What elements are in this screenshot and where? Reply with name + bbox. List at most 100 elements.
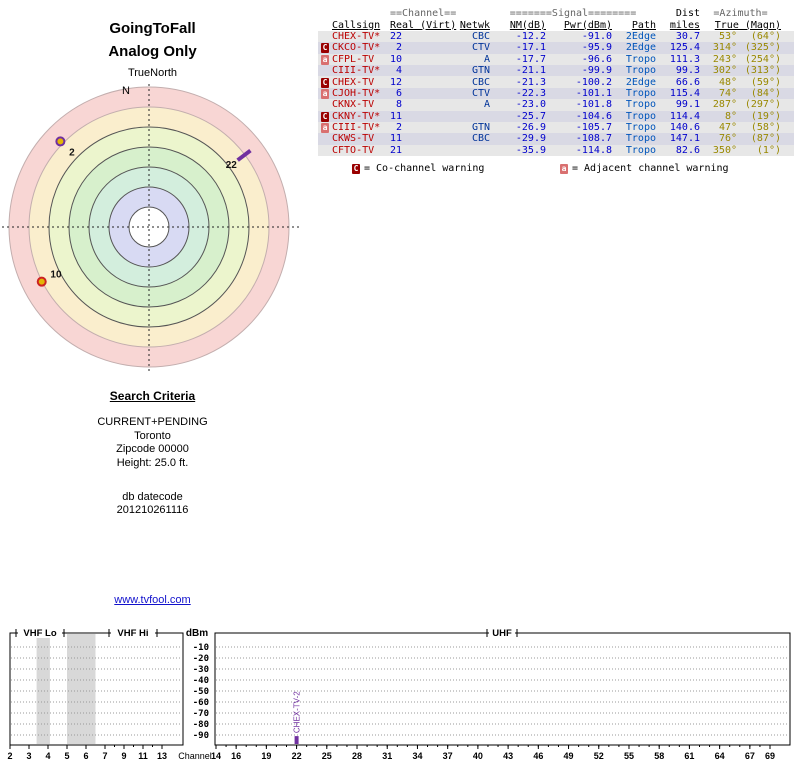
- cell-path: Tropo: [625, 133, 656, 145]
- cell-callsign: CFTO-TV: [332, 144, 375, 156]
- cell-warn: a: [318, 88, 332, 99]
- channel-tick-label: 16: [231, 751, 241, 761]
- cell-real: 2: [395, 122, 402, 134]
- table-group-header-row: ==Channel== =======Signal======== Dist =…: [318, 8, 794, 19]
- cell-true: 53°: [718, 30, 737, 42]
- cell-nm: -25.7: [515, 110, 546, 122]
- cell-true: 8°: [724, 110, 737, 122]
- cell-nm: -17.1: [515, 42, 546, 54]
- cell-path: Tropo: [625, 110, 656, 122]
- cell-real: 21: [390, 144, 403, 156]
- cell-warn: a: [318, 122, 332, 134]
- cell-callsign: CFPL-TV: [332, 53, 375, 65]
- search-criteria: Search Criteria CURRENT+PENDING Toronto …: [40, 389, 265, 517]
- cell-miles: 111.3: [669, 53, 700, 65]
- channel-tick-label: 58: [654, 751, 664, 761]
- table-row: CKNX-TV 8 A -23.0 -101.8 Tropo 99.1 287° (297°): [318, 99, 794, 111]
- search-criteria-line: Toronto: [134, 429, 171, 442]
- cell-netwk: CTV: [471, 42, 490, 54]
- cell-warn: C: [318, 111, 332, 122]
- cell-netwk: A: [483, 53, 490, 65]
- cell-miles: 66.6: [675, 76, 700, 88]
- search-criteria-line: CURRENT+PENDING: [97, 416, 208, 428]
- cell-real: 8: [395, 99, 402, 111]
- table-row: a CFPL-TV 10 A -17.7 -96.6 Tropo 111.3 243° (254°…: [318, 53, 794, 65]
- vhf-panel-border: [9, 632, 184, 746]
- dbm-tick-label: -50: [193, 687, 209, 697]
- table-row: C CHEX-TV 12 CBC -21.3 -100.2 2Edge 66.6 48° (59°…: [318, 76, 794, 88]
- table-body: CHEX-TV* 22 CBC -12.2 -91.0 2Edge 30.7 53° (64°)…: [318, 30, 794, 157]
- cell-netwk: CBC: [471, 76, 490, 88]
- db-datecode-label: db datecode: [122, 491, 183, 503]
- cell-nm: -21.3: [515, 76, 546, 88]
- cell-miles: 125.4: [669, 42, 700, 54]
- channel-tick-label: 40: [473, 751, 483, 761]
- co-channel-warning-icon: C: [321, 43, 329, 54]
- website-link-container: www.tvfool.com: [40, 590, 265, 608]
- shaded-band: [36, 634, 50, 744]
- cell-true: 302°: [712, 65, 737, 77]
- cell-true: 74°: [718, 87, 737, 99]
- cell-miles: 114.4: [669, 110, 700, 122]
- station-marker-uhf: [236, 148, 252, 162]
- cell-pwr: -101.8: [575, 99, 612, 111]
- cell-magn: (64°): [750, 30, 781, 42]
- channel-tick-label: 61: [684, 751, 694, 761]
- cell-nm: -12.2: [515, 30, 546, 42]
- channel-tick-label: 43: [503, 751, 513, 761]
- channel-tick-label: 9: [121, 751, 126, 761]
- co-channel-legend: C = Co-channel warning: [352, 163, 484, 174]
- table-row: CIII-TV* 4 GTN -21.1 -99.9 Tropo 99.3 302° (313°…: [318, 64, 794, 77]
- cell-nm: -26.9: [515, 122, 546, 134]
- cell-netwk: GTN: [471, 122, 490, 134]
- channel-tick-label: 4: [45, 751, 50, 761]
- true-north-label: TrueNorth: [127, 67, 178, 79]
- callsign-header: Callsign: [332, 19, 381, 31]
- vhf-lo-band-label: VHF Lo: [23, 628, 56, 639]
- cell-callsign: CHEX-TV*: [332, 30, 381, 42]
- cell-pwr: -101.1: [575, 87, 612, 99]
- channel-tick-label: 69: [765, 751, 775, 761]
- adjacent-channel-warning-icon: a: [321, 54, 329, 65]
- station-marker-label: 22: [226, 160, 238, 171]
- cell-miles: 30.7: [675, 30, 700, 42]
- cell-netwk: A: [483, 99, 490, 111]
- cell-pwr: -108.7: [575, 133, 612, 145]
- nm-header: NM(dB): [509, 19, 546, 31]
- cell-magn: (254°): [744, 53, 781, 65]
- warning-legend: C = Co-channel warning a = Adjacent chan…: [318, 163, 794, 177]
- azimuth-group-header: =Azimuth=: [713, 8, 768, 20]
- cell-magn: (58°): [750, 122, 781, 134]
- netwk-header: Netwk: [459, 19, 490, 31]
- table-row: C CKNY-TV* 11 -25.7 -104.6 Tropo 114.4 8° (19°): [318, 110, 794, 122]
- cell-warn: C: [318, 77, 332, 88]
- channel-axis-label: Channel: [178, 751, 212, 761]
- cell-pwr: -99.9: [581, 65, 612, 77]
- dbm-tick-label: -20: [193, 654, 209, 664]
- cell-pwr: -95.9: [581, 42, 612, 54]
- dbm-axis-label: dBm: [186, 628, 208, 639]
- db-datecode-value: 201210261116: [116, 504, 189, 516]
- cell-netwk: CTV: [471, 87, 490, 99]
- adjacent-channel-legend-text: = Adjacent channel warning: [572, 163, 729, 174]
- tvfool-link[interactable]: www.tvfool.com: [114, 594, 191, 606]
- adjacent-channel-warning-icon: a: [560, 163, 568, 174]
- channel-tick-label: 19: [261, 751, 271, 761]
- cell-path: Tropo: [625, 53, 656, 65]
- cell-magn: (84°): [750, 87, 781, 99]
- table-row: CFTO-TV 21 -35.9 -114.8 Tropo 82.6 350° (1°): [318, 144, 794, 157]
- co-channel-warning-icon: C: [321, 111, 329, 122]
- channel-spectrum-chart: -10-20-30-40-50-60-70-80-90 VHF Lo VHF Hi U…: [7, 627, 791, 761]
- channel-tick-label: 25: [322, 751, 332, 761]
- cell-true: 350°: [712, 144, 737, 156]
- cell-callsign: CIII-TV*: [332, 65, 381, 77]
- adjacent-channel-warning-icon: a: [321, 88, 329, 99]
- station-marker-vhf: [36, 276, 47, 287]
- dbm-tick-label: -90: [193, 731, 209, 741]
- station-marker-label: 2: [69, 148, 75, 159]
- cell-real: 11: [390, 133, 403, 145]
- channel-tick-label: 2: [7, 751, 12, 761]
- cell-nm: -21.1: [515, 65, 546, 77]
- cell-miles: 82.6: [675, 144, 700, 156]
- plot-title: GoingToFall: [109, 20, 196, 37]
